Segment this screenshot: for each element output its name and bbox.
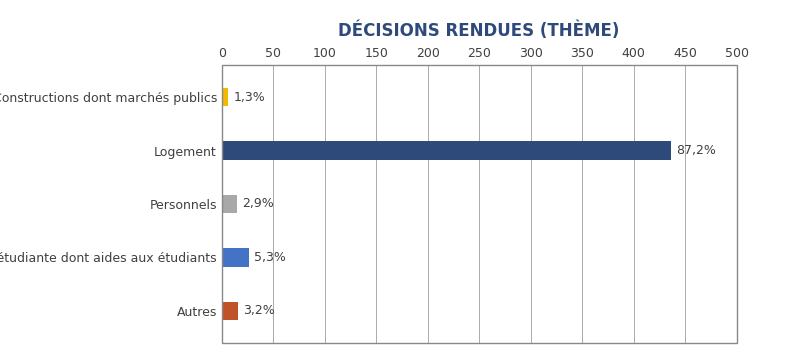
Bar <box>222 301 238 320</box>
Bar <box>222 248 249 267</box>
Title: DÉCISIONS RENDUES (THÈME): DÉCISIONS RENDUES (THÈME) <box>338 22 620 40</box>
Text: 5,3%: 5,3% <box>254 251 286 264</box>
Text: 1,3%: 1,3% <box>234 91 265 104</box>
Text: 2,9%: 2,9% <box>242 197 273 210</box>
Text: 87,2%: 87,2% <box>676 144 716 157</box>
Bar <box>222 195 237 213</box>
Bar <box>222 88 228 106</box>
Bar <box>222 141 671 160</box>
Text: 3,2%: 3,2% <box>243 304 275 317</box>
